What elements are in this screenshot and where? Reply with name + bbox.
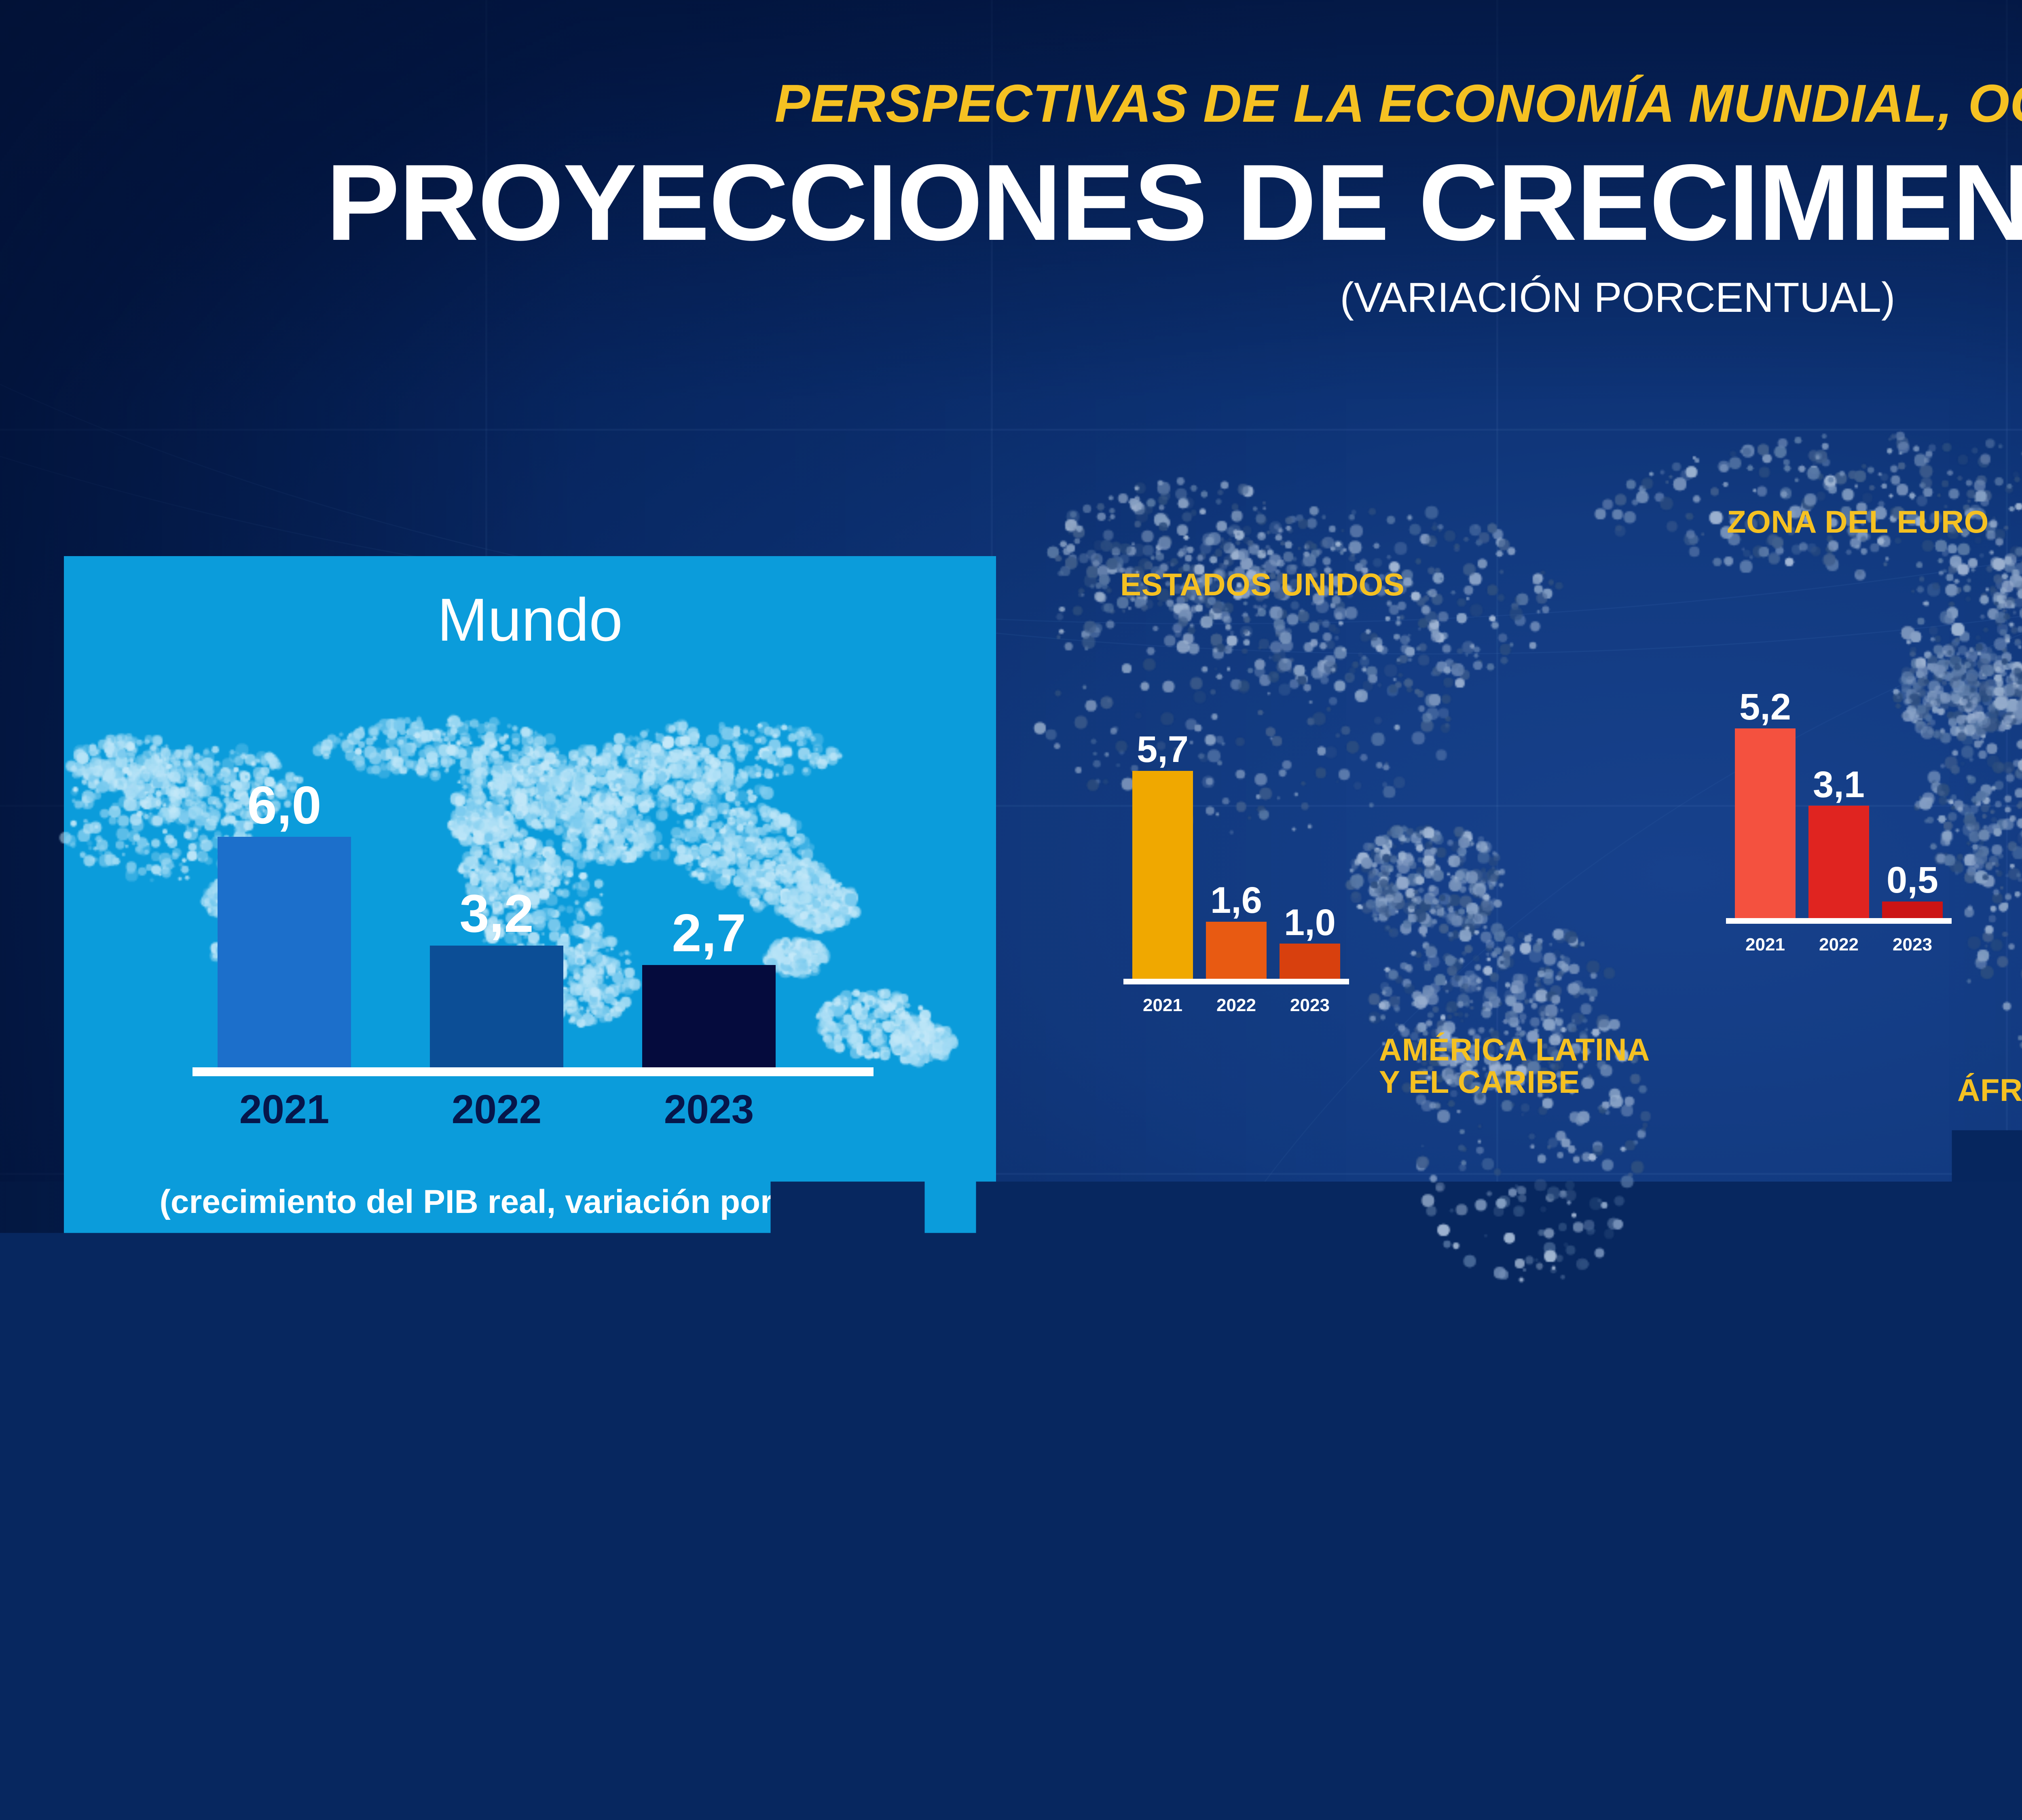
header: PERSPECTIVAS DE LA ECONOMÍA MUNDIAL, OCT…: [0, 0, 2022, 319]
bar-group: 2,7: [642, 965, 776, 1070]
bar-group: 3,5: [1461, 1316, 1521, 1412]
footnotes: Fuente: FMI, Perspectivas de la economía…: [1116, 1668, 2022, 1744]
chart-baseline: [1726, 918, 1952, 924]
bar: [430, 946, 563, 1070]
page-title: PROYECCIONES DE CRECIMIENTO POR REGIÓN: [0, 148, 2022, 256]
bar-value-label: 1,0: [1284, 906, 1336, 940]
bar-group: 5,2: [1735, 728, 1796, 920]
mundo-bar-chart: 6,0 3,2 2,7 2021 2022 2023: [218, 730, 848, 1070]
bar-group: 3,2: [430, 946, 563, 1070]
imf-social-link[interactable]: IMF.org/social: [67, 1689, 281, 1723]
panel-title-eeuu: ESTADOS UNIDOS: [1120, 568, 1404, 601]
source-label: Fuente:: [1116, 1674, 1204, 1701]
bar-value-label: 0,5: [1887, 863, 1938, 897]
note-text: Las barras de cada grupo corresponden (d…: [1185, 1711, 2022, 1738]
mundo-panel: Mundo 6,0 3,2 2,7 2021 2022 2023 (crecimient…: [64, 556, 996, 1254]
bar-series: 6,0 3,2 2,7: [218, 787, 848, 1070]
x-tick-label: 2023: [1534, 1428, 1595, 1446]
source-text-italic: Perspectivas de la economía mundial,: [1266, 1674, 1676, 1701]
bar-series: 6,9 3,5 1,7: [1387, 1211, 1595, 1412]
bar-chart-eeuu: 5,7 1,6 1,0 2021 2022 2023: [1132, 712, 1340, 980]
bar-group: 1,6: [1206, 922, 1267, 981]
bar-value-label: 2,7: [672, 908, 746, 957]
bar-chart-alc: 6,9 3,5 1,7 2021 2022 2023: [1387, 1211, 1595, 1412]
panel-title-euro: ZONA DEL EURO: [1727, 506, 1989, 538]
bar: [1461, 1316, 1521, 1412]
bar: [1808, 806, 1869, 920]
bar-value-label: 1,6: [1210, 883, 1262, 918]
page-subtitle: (VARIACIÓN PORCENTUAL): [0, 277, 2022, 319]
x-tick-label: 2021: [1735, 936, 1796, 954]
bar-group: 6,0: [218, 837, 351, 1070]
bar-series: 5,2 3,1 0,5: [1735, 651, 1943, 920]
x-tick-label: 2023: [1280, 997, 1340, 1014]
bar-value-label: 3,1: [1813, 768, 1865, 802]
x-axis-tick-labels: 2021 2022 2023: [1387, 1428, 1595, 1446]
x-tick-label: 2022: [1206, 997, 1267, 1014]
bar-value-label: 3,2: [459, 889, 534, 938]
bar-chart-euro: 5,2 3,1 0,5 2021 2022 2023: [1735, 651, 1943, 920]
x-tick-label: 2021: [1132, 997, 1193, 1014]
bar-value-label: 3,5: [1465, 1278, 1517, 1312]
bar: [1387, 1222, 1448, 1412]
bar: [1206, 922, 1267, 981]
bar-group: 6,9: [1387, 1222, 1448, 1412]
bar-value-label: 1,7: [1539, 1327, 1591, 1361]
report-eyebrow: PERSPECTIVAS DE LA ECONOMÍA MUNDIAL, OCT…: [0, 77, 2022, 130]
x-tick-label: 2022: [1461, 1428, 1521, 1446]
x-tick-label: 2021: [218, 1089, 351, 1130]
bar-series: 5,7 1,6 1,0: [1132, 712, 1340, 980]
note-line: Nota: Las barras de cada grupo correspon…: [1116, 1706, 2022, 1744]
bar: [1280, 944, 1340, 980]
mundo-caption: (crecimiento del PIB real, variación por…: [64, 1185, 996, 1219]
bar: [1132, 771, 1193, 981]
panel-title-africa: ÁFRICA SUBSAHARIANA: [1957, 1074, 2022, 1106]
x-axis-tick-labels: 2021 2022 2023: [1132, 997, 1340, 1014]
source-line: Fuente: FMI, Perspectivas de la economía…: [1116, 1668, 2022, 1706]
chart-baseline: [1123, 979, 1349, 984]
bar: [1735, 728, 1796, 920]
x-axis-tick-labels: 2021 2022 2023: [218, 1089, 848, 1130]
x-tick-label: 2023: [642, 1089, 776, 1130]
bar-group: 5,7: [1132, 771, 1193, 981]
mundo-title: Mundo: [64, 589, 996, 650]
chart-baseline: [1378, 1410, 1604, 1416]
bar: [1882, 902, 1943, 920]
source-text-start: FMI,: [1210, 1674, 1259, 1701]
chart-baseline: [192, 1067, 874, 1076]
x-axis-tick-labels: 2021 2022 2023: [1735, 936, 1943, 954]
bar: [1534, 1365, 1595, 1412]
bar-group: 3,1: [1808, 806, 1869, 920]
bar-value-label: 5,7: [1137, 732, 1189, 767]
bar-value-label: 6,0: [247, 781, 321, 830]
x-tick-label: 2023: [1882, 936, 1943, 954]
x-tick-label: 2022: [1808, 936, 1869, 954]
x-tick-label: 2022: [430, 1089, 563, 1130]
bar-group: 0,5: [1882, 902, 1943, 920]
bar-value-label: 6,9: [1392, 1184, 1443, 1219]
bar-group: 1,7: [1534, 1365, 1595, 1412]
x-tick-label: 2021: [1387, 1428, 1448, 1446]
panel-title-alc: AMÉRICA LATINA Y EL CARIBE: [1379, 1033, 1650, 1098]
note-label: Nota:: [1116, 1711, 1178, 1738]
bar: [642, 965, 776, 1070]
bar: [218, 837, 351, 1070]
bar-value-label: 5,2: [1739, 690, 1791, 724]
source-text-end: octubre de 2022.: [1683, 1674, 1865, 1701]
bar-group: 1,0: [1280, 944, 1340, 980]
